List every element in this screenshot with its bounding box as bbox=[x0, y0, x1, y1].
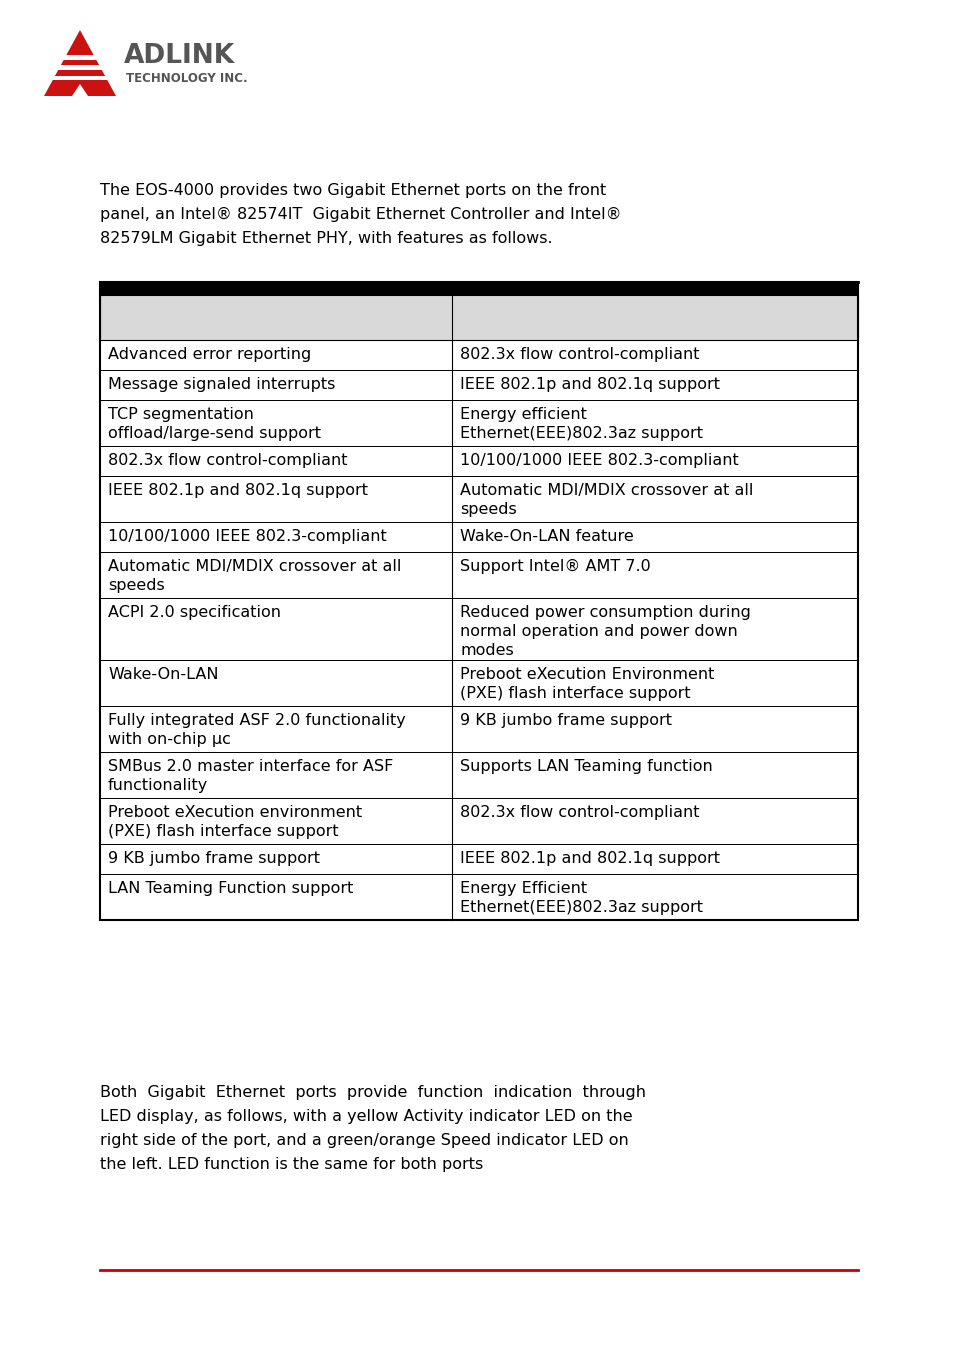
Bar bbox=[100, 522, 857, 552]
Bar bbox=[100, 552, 857, 598]
Text: TCP segmentation
offload/large-send support: TCP segmentation offload/large-send supp… bbox=[108, 407, 320, 441]
Bar bbox=[100, 798, 857, 844]
Text: LED display, as follows, with a yellow Activity indicator LED on the: LED display, as follows, with a yellow A… bbox=[100, 1109, 632, 1124]
Text: ACPI 2.0 specification: ACPI 2.0 specification bbox=[108, 604, 281, 621]
Text: Wake-On-LAN feature: Wake-On-LAN feature bbox=[460, 529, 634, 544]
Text: Energy efficient
Ethernet(EEE)802.3az support: Energy efficient Ethernet(EEE)802.3az su… bbox=[460, 407, 702, 441]
Text: Message signaled interrupts: Message signaled interrupts bbox=[108, 377, 335, 392]
Bar bbox=[100, 446, 857, 476]
Text: 802.3x flow control-compliant: 802.3x flow control-compliant bbox=[108, 453, 347, 468]
Bar bbox=[100, 370, 857, 400]
Text: Reduced power consumption during
normal operation and power down
modes: Reduced power consumption during normal … bbox=[460, 604, 751, 658]
Text: Fully integrated ASF 2.0 functionality
with on-chip μc: Fully integrated ASF 2.0 functionality w… bbox=[108, 713, 405, 748]
Polygon shape bbox=[52, 76, 108, 80]
Text: 10/100/1000 IEEE 802.3-compliant: 10/100/1000 IEEE 802.3-compliant bbox=[460, 453, 739, 468]
Text: 82579LM Gigabit Ethernet PHY, with features as follows.: 82579LM Gigabit Ethernet PHY, with featu… bbox=[100, 231, 552, 246]
Text: The EOS-4000 provides two Gigabit Ethernet ports on the front: The EOS-4000 provides two Gigabit Ethern… bbox=[100, 183, 605, 197]
Polygon shape bbox=[60, 55, 100, 59]
Text: 9 KB jumbo frame support: 9 KB jumbo frame support bbox=[460, 713, 672, 727]
Bar bbox=[100, 476, 857, 522]
Text: IEEE 802.1p and 802.1q support: IEEE 802.1p and 802.1q support bbox=[108, 483, 368, 498]
Bar bbox=[100, 873, 857, 919]
Text: Energy Efficient
Ethernet(EEE)802.3az support: Energy Efficient Ethernet(EEE)802.3az su… bbox=[460, 882, 702, 915]
Text: TECHNOLOGY INC.: TECHNOLOGY INC. bbox=[126, 72, 248, 84]
Text: Support Intel® AMT 7.0: Support Intel® AMT 7.0 bbox=[460, 558, 651, 575]
Bar bbox=[100, 400, 857, 446]
Text: right side of the port, and a green/orange Speed indicator LED on: right side of the port, and a green/oran… bbox=[100, 1133, 628, 1148]
Bar bbox=[100, 598, 857, 660]
Text: the left. LED function is the same for both ports: the left. LED function is the same for b… bbox=[100, 1157, 483, 1172]
Text: IEEE 802.1p and 802.1q support: IEEE 802.1p and 802.1q support bbox=[460, 377, 720, 392]
Text: Advanced error reporting: Advanced error reporting bbox=[108, 347, 311, 362]
Text: Preboot eXecution environment
(PXE) flash interface support: Preboot eXecution environment (PXE) flas… bbox=[108, 804, 362, 840]
Text: IEEE 802.1p and 802.1q support: IEEE 802.1p and 802.1q support bbox=[460, 850, 720, 867]
Text: Supports LAN Teaming function: Supports LAN Teaming function bbox=[460, 758, 713, 773]
Bar bbox=[100, 706, 857, 752]
Text: LAN Teaming Function support: LAN Teaming Function support bbox=[108, 882, 353, 896]
Bar bbox=[100, 752, 857, 798]
Bar bbox=[100, 283, 857, 295]
Text: Both  Gigabit  Ethernet  ports  provide  function  indication  through: Both Gigabit Ethernet ports provide func… bbox=[100, 1086, 645, 1101]
Text: 802.3x flow control-compliant: 802.3x flow control-compliant bbox=[460, 347, 700, 362]
Text: ADLINK: ADLINK bbox=[124, 43, 234, 69]
Text: Automatic MDI/MDIX crossover at all
speeds: Automatic MDI/MDIX crossover at all spee… bbox=[460, 483, 753, 518]
Text: 10/100/1000 IEEE 802.3-compliant: 10/100/1000 IEEE 802.3-compliant bbox=[108, 529, 386, 544]
Text: Automatic MDI/MDIX crossover at all
speeds: Automatic MDI/MDIX crossover at all spee… bbox=[108, 558, 401, 594]
Text: 802.3x flow control-compliant: 802.3x flow control-compliant bbox=[460, 804, 700, 821]
Bar bbox=[100, 283, 857, 919]
Text: 9 KB jumbo frame support: 9 KB jumbo frame support bbox=[108, 850, 319, 867]
Bar bbox=[100, 844, 857, 873]
Text: SMBus 2.0 master interface for ASF
functionality: SMBus 2.0 master interface for ASF funct… bbox=[108, 758, 393, 794]
Text: Wake-On-LAN: Wake-On-LAN bbox=[108, 667, 218, 681]
Polygon shape bbox=[56, 65, 104, 70]
Polygon shape bbox=[44, 30, 116, 96]
Bar bbox=[100, 339, 857, 370]
Bar bbox=[100, 295, 857, 339]
Polygon shape bbox=[71, 84, 88, 96]
Bar bbox=[100, 660, 857, 706]
Text: Preboot eXecution Environment
(PXE) flash interface support: Preboot eXecution Environment (PXE) flas… bbox=[460, 667, 714, 702]
Text: panel, an Intel® 82574IT  Gigabit Ethernet Controller and Intel®: panel, an Intel® 82574IT Gigabit Etherne… bbox=[100, 207, 621, 222]
